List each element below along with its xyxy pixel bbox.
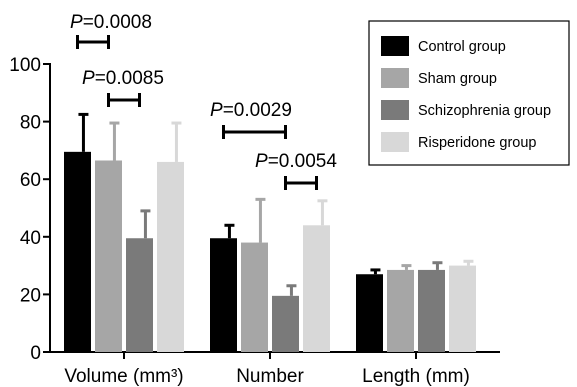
y-tick-label: 40	[20, 228, 41, 249]
y-tick-label: 60	[20, 170, 41, 191]
p-value-symbol: P	[210, 100, 223, 121]
legend-swatch	[381, 132, 409, 152]
bar	[303, 225, 330, 352]
p-value-number: =0.0008	[83, 12, 152, 33]
x-tick-label: Volume (mm³)	[64, 366, 183, 387]
bar	[449, 265, 476, 352]
bar	[64, 151, 91, 352]
legend-label: Schizophrenia group	[418, 103, 551, 119]
legend-swatch	[381, 100, 409, 120]
p-value-label: P=0.0054	[255, 151, 337, 172]
p-value-label: P=0.0085	[82, 68, 164, 89]
legend-swatch	[381, 36, 409, 56]
bar	[418, 269, 445, 352]
p-value-number: =0.0029	[223, 100, 292, 121]
bar	[241, 242, 268, 352]
legend-swatch	[381, 68, 409, 88]
axes: 0 20 40 60 80 100 Volume (mm³) Number Length (mm…	[9, 55, 500, 387]
p-value-label: P=0.0008	[70, 12, 152, 33]
p-value-number: =0.0085	[95, 68, 164, 89]
bar	[210, 238, 237, 352]
legend: Control group Sham group Schizophrenia gro…	[368, 20, 570, 166]
bar	[157, 161, 184, 352]
y-tick-label: 80	[20, 113, 41, 134]
y-tick-label: 100	[9, 55, 41, 76]
bar	[356, 274, 383, 352]
legend-label: Sham group	[418, 71, 497, 87]
bar	[387, 269, 414, 352]
p-value-number: =0.0054	[268, 151, 338, 172]
p-value-symbol: P	[82, 68, 95, 89]
legend-label: Risperidone group	[418, 135, 537, 151]
p-value-symbol: P	[70, 12, 83, 33]
bar	[272, 295, 299, 352]
bars	[64, 112, 476, 352]
legend-label: Control group	[418, 39, 506, 55]
p-value-label: P=0.0029	[210, 100, 292, 121]
x-tick-label: Length (mm)	[362, 366, 470, 387]
p-value-symbol: P	[255, 151, 268, 172]
x-tick-label: Number	[236, 366, 304, 387]
y-tick-label: 20	[20, 285, 41, 306]
bar	[95, 160, 122, 352]
y-tick-label: 0	[30, 343, 41, 364]
bar	[126, 238, 153, 352]
